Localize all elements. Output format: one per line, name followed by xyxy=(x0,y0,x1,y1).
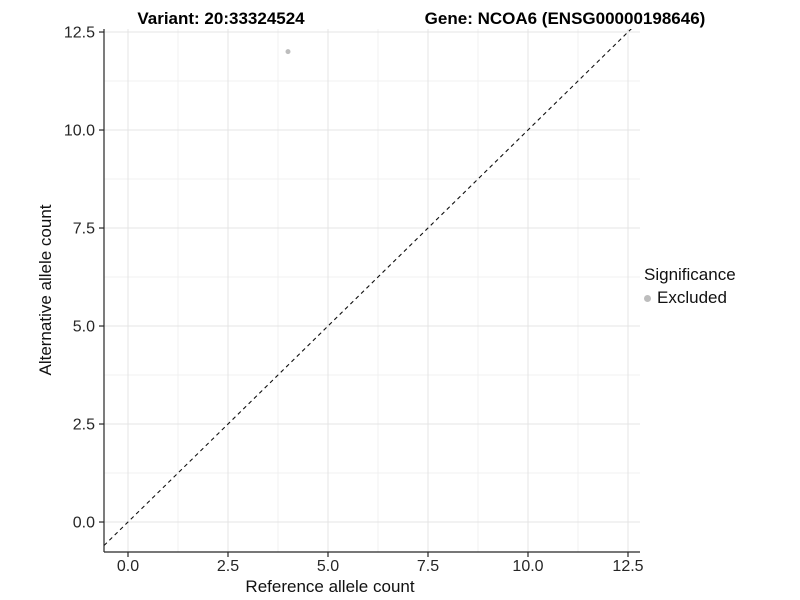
x-tick-label: 7.5 xyxy=(417,558,439,575)
legend-title: Significance xyxy=(644,265,736,284)
y-tick-label: 10.0 xyxy=(64,123,95,140)
y-tick-label: 7.5 xyxy=(73,221,95,238)
y-tick-label: 0.0 xyxy=(73,515,95,532)
plot-title-gene: Gene: NCOA6 (ENSG00000198646) xyxy=(424,9,706,28)
plot-panel xyxy=(104,29,640,552)
x-tick-label: 10.0 xyxy=(512,558,543,575)
plot-title-variant: Variant: 20:33324524 xyxy=(137,9,305,28)
x-tick-label: 12.5 xyxy=(612,558,643,575)
y-tick-label: 5.0 xyxy=(73,319,95,336)
x-axis-title: Reference allele count xyxy=(245,577,415,596)
legend-item-label: Excluded xyxy=(657,288,727,307)
x-tick-label: 2.5 xyxy=(217,558,239,575)
legend-item-excluded: Excluded xyxy=(644,288,736,308)
legend: Significance Excluded xyxy=(644,265,736,308)
x-tick-label: 0.0 xyxy=(117,558,139,575)
data-point-excluded xyxy=(285,49,291,55)
identity-reference-line xyxy=(104,29,632,546)
y-axis-title: Alternative allele count xyxy=(36,204,55,376)
y-tick-label: 2.5 xyxy=(73,417,95,434)
x-tick-label: 5.0 xyxy=(317,558,339,575)
excluded-point-icon xyxy=(644,294,651,302)
y-tick-label: 12.5 xyxy=(64,25,95,42)
